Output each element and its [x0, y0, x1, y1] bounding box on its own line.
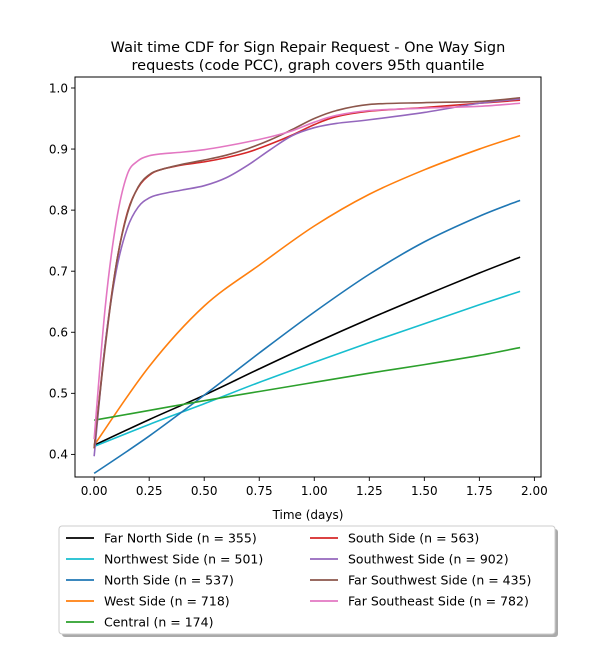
series-line-8	[93, 102, 521, 440]
y-tick-label: 0.5	[49, 387, 68, 401]
legend-box	[58, 525, 556, 635]
legend-entry-0: Far North Side (n = 355)	[104, 531, 257, 546]
x-tick-label: 2.00	[521, 484, 548, 498]
series-line-2	[93, 199, 521, 475]
legend-items: Far North Side (n = 355) Northwest Side (…	[66, 531, 531, 630]
series-line-5	[93, 99, 521, 449]
series-line-1	[93, 290, 521, 448]
x-tick-label: 0.75	[246, 484, 273, 498]
x-tick-label: 0.00	[81, 484, 108, 498]
series-line-3	[93, 134, 521, 446]
y-tick-label: 0.9	[49, 142, 68, 156]
x-tick-label: 0.50	[191, 484, 218, 498]
y-tick-label: 0.8	[49, 203, 68, 217]
x-axis-label: Time (days)	[272, 508, 344, 522]
y-axis-ticks: 0.4 0.5 0.6 0.7 0.8 0.9 1.0	[49, 81, 75, 462]
series-line-7	[93, 96, 521, 449]
plot-frame	[74, 76, 542, 478]
y-tick-label: 1.0	[49, 81, 68, 95]
legend-entry-4: Central (n = 174)	[104, 615, 213, 630]
series-line-6	[93, 98, 521, 457]
y-tick-label: 0.4	[49, 448, 68, 462]
series-line-0	[93, 256, 521, 446]
x-tick-label: 1.25	[356, 484, 383, 498]
legend-entry-2: North Side (n = 537)	[104, 573, 234, 588]
legend-entry-8: Far Southeast Side (n = 782)	[348, 594, 529, 609]
x-tick-label: 1.50	[411, 484, 438, 498]
y-tick-label: 0.7	[49, 264, 68, 278]
x-tick-label: 1.00	[301, 484, 328, 498]
plot-area	[93, 96, 521, 475]
legend-entry-7: Far Southwest Side (n = 435)	[348, 573, 531, 588]
series-lines	[93, 96, 521, 475]
legend: Far North Side (n = 355) Northwest Side (…	[58, 525, 558, 637]
series-line-4	[94, 346, 521, 421]
legend-entry-5: South Side (n = 563)	[348, 531, 479, 546]
x-axis-ticks: 0.00 0.25 0.50 0.75 1.00 1.25 1.50 1.75 2.00	[81, 477, 548, 498]
y-tick-label: 0.6	[49, 326, 68, 340]
x-tick-label: 0.25	[136, 484, 163, 498]
legend-entry-1: Northwest Side (n = 501)	[104, 552, 263, 567]
legend-entry-6: Southwest Side (n = 902)	[348, 552, 509, 567]
chart-title-line-2: requests (code PCC), graph covers 95th q…	[132, 58, 485, 74]
chart-title-line-1: Wait time CDF for Sign Repair Request - …	[111, 40, 506, 56]
x-tick-label: 1.75	[466, 484, 493, 498]
legend-entry-3: West Side (n = 718)	[104, 594, 230, 609]
